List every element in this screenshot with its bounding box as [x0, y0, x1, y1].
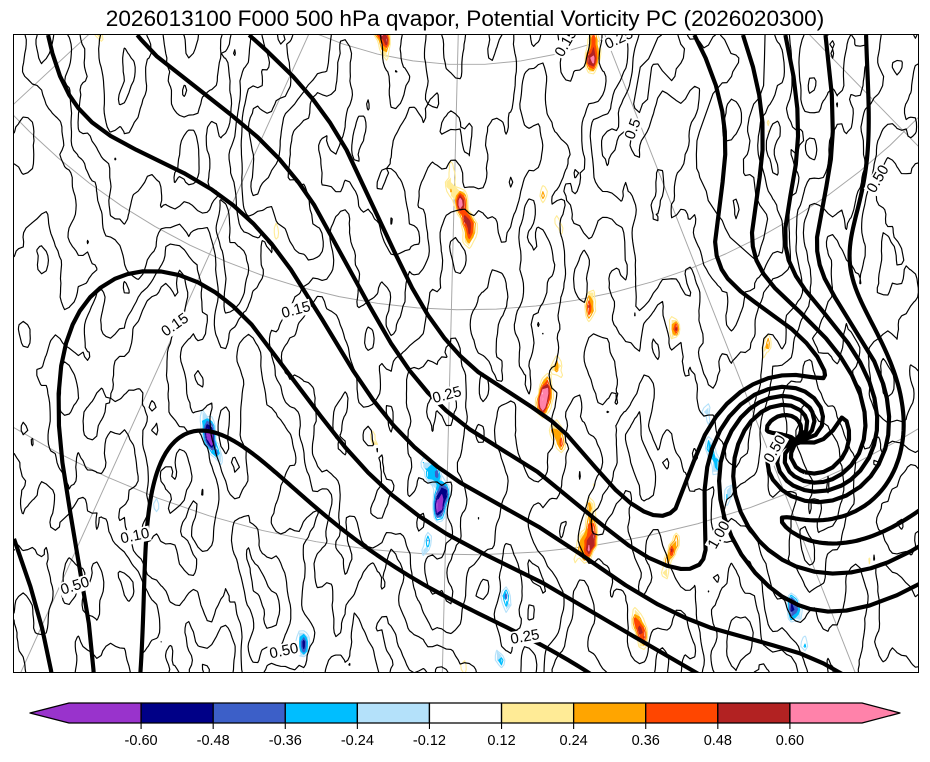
svg-text:-0.12: -0.12: [413, 733, 446, 749]
svg-text:-0.36: -0.36: [269, 733, 302, 749]
svg-text:0.60: 0.60: [776, 733, 804, 749]
svg-text:-0.48: -0.48: [197, 733, 230, 749]
svg-text:-0.60: -0.60: [125, 733, 158, 749]
svg-text:0.24: 0.24: [560, 733, 588, 749]
svg-text:0.36: 0.36: [632, 733, 660, 749]
svg-text:0.12: 0.12: [487, 733, 515, 749]
svg-text:-0.24: -0.24: [341, 733, 374, 749]
svg-text:0.48: 0.48: [704, 733, 732, 749]
